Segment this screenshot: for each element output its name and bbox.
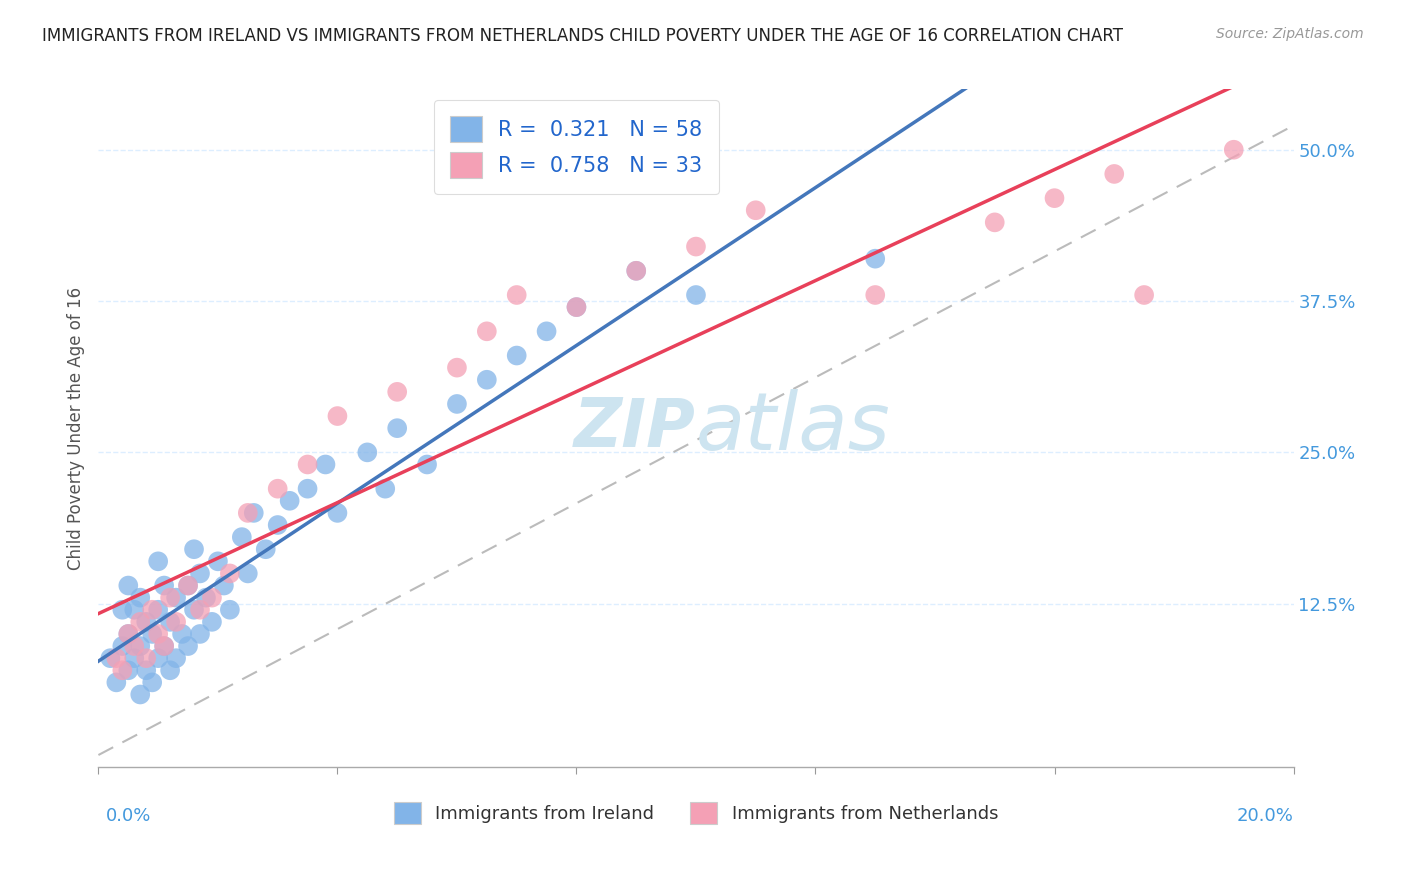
Point <box>1133 288 1156 302</box>
Point <box>117 578 139 592</box>
Point <box>267 518 290 533</box>
Point <box>129 615 152 629</box>
Point <box>475 373 498 387</box>
Text: atlas: atlas <box>696 389 891 467</box>
Point <box>124 639 146 653</box>
Point <box>159 591 181 605</box>
Point <box>865 288 887 302</box>
Point <box>98 651 122 665</box>
Point <box>165 591 187 605</box>
Point <box>141 675 163 690</box>
Point <box>254 542 277 557</box>
Point <box>385 384 409 399</box>
Point <box>111 639 134 653</box>
Point <box>201 591 224 605</box>
Point <box>148 651 170 665</box>
Point <box>177 578 200 592</box>
Point <box>159 615 181 629</box>
Text: ZIP: ZIP <box>574 395 696 461</box>
Point <box>297 482 319 496</box>
Point <box>124 651 146 665</box>
Point <box>183 603 205 617</box>
Point <box>219 603 242 617</box>
Point <box>685 288 707 302</box>
Point <box>267 482 290 496</box>
Point <box>165 651 187 665</box>
Point <box>129 688 152 702</box>
Point <box>153 639 176 653</box>
Point <box>626 264 648 278</box>
Point <box>141 603 163 617</box>
Point <box>141 627 163 641</box>
Point <box>105 651 128 665</box>
Point <box>188 603 211 617</box>
Point <box>129 639 152 653</box>
Point <box>745 203 768 218</box>
Point <box>177 578 200 592</box>
Point <box>416 458 439 472</box>
Point <box>172 627 194 641</box>
Y-axis label: Child Poverty Under the Age of 16: Child Poverty Under the Age of 16 <box>66 286 84 570</box>
Point <box>385 421 409 435</box>
Point <box>1104 167 1126 181</box>
Point <box>159 663 181 677</box>
Point <box>374 482 396 496</box>
Legend: Immigrants from Ireland, Immigrants from Netherlands: Immigrants from Ireland, Immigrants from… <box>385 793 1007 832</box>
Point <box>135 615 157 629</box>
Point <box>297 458 319 472</box>
Point <box>685 239 707 253</box>
Point <box>326 409 349 423</box>
Point <box>315 458 337 472</box>
Point <box>475 324 498 338</box>
Point <box>243 506 266 520</box>
Point <box>153 639 176 653</box>
Point <box>153 578 176 592</box>
Point <box>626 264 648 278</box>
Point <box>117 627 139 641</box>
Point <box>183 542 205 557</box>
Point <box>148 627 170 641</box>
Point <box>446 397 468 411</box>
Point <box>124 603 146 617</box>
Point <box>565 300 588 314</box>
Point <box>105 675 128 690</box>
Point <box>1043 191 1066 205</box>
Point <box>446 360 468 375</box>
Point <box>506 288 529 302</box>
Point <box>201 615 224 629</box>
Point <box>111 603 134 617</box>
Point <box>536 324 558 338</box>
Point <box>278 493 301 508</box>
Point <box>231 530 253 544</box>
Point <box>135 651 157 665</box>
Point <box>207 554 229 568</box>
Point <box>117 663 139 677</box>
Point <box>326 506 349 520</box>
Point <box>236 566 259 581</box>
Point <box>1223 143 1246 157</box>
Point <box>135 663 157 677</box>
Text: 0.0%: 0.0% <box>105 807 150 825</box>
Text: 20.0%: 20.0% <box>1237 807 1294 825</box>
Point <box>188 566 211 581</box>
Text: Source: ZipAtlas.com: Source: ZipAtlas.com <box>1216 27 1364 41</box>
Point <box>165 615 187 629</box>
Point <box>506 349 529 363</box>
Point <box>219 566 242 581</box>
Point <box>129 591 152 605</box>
Point <box>565 300 588 314</box>
Point <box>984 215 1007 229</box>
Point <box>188 627 211 641</box>
Point <box>148 554 170 568</box>
Point <box>177 639 200 653</box>
Point <box>148 603 170 617</box>
Point <box>195 591 218 605</box>
Point <box>111 663 134 677</box>
Point <box>236 506 259 520</box>
Point <box>117 627 139 641</box>
Point <box>356 445 378 459</box>
Text: IMMIGRANTS FROM IRELAND VS IMMIGRANTS FROM NETHERLANDS CHILD POVERTY UNDER THE A: IMMIGRANTS FROM IRELAND VS IMMIGRANTS FR… <box>42 27 1123 45</box>
Point <box>212 578 235 592</box>
Point <box>865 252 887 266</box>
